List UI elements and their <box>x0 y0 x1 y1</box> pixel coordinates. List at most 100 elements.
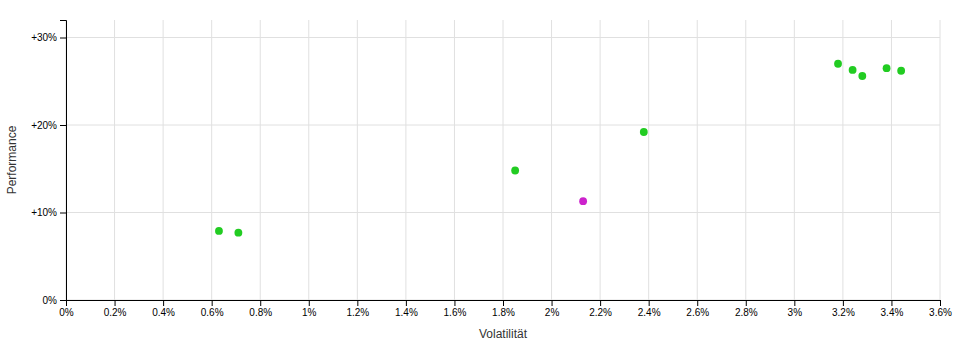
y-tick-mark <box>60 38 66 39</box>
x-tick: 1% <box>302 300 317 318</box>
x-tick: 1.6% <box>444 300 467 318</box>
x-tick-mark <box>600 300 601 306</box>
series <box>579 197 587 205</box>
x-tick-label: 1.6% <box>444 307 467 318</box>
x-tick-label: 0.6% <box>201 307 224 318</box>
x-tick-label: 3.2% <box>832 307 855 318</box>
x-tick-label: 0.4% <box>152 307 175 318</box>
y-tick-label: 0% <box>43 295 58 306</box>
x-grid-line <box>260 20 261 300</box>
x-tick-label: 3.4% <box>881 307 904 318</box>
x-tick-label: 2.4% <box>638 307 661 318</box>
x-grid-line <box>163 20 164 300</box>
x-tick-mark <box>503 300 504 306</box>
x-tick: 0.4% <box>152 300 175 318</box>
x-tick-mark <box>552 300 553 306</box>
y-tick-label: +30% <box>31 32 57 43</box>
x-tick: 2.8% <box>735 300 758 318</box>
x-tick-label: 0.8% <box>249 307 272 318</box>
x-tick-mark <box>454 300 455 306</box>
point <box>234 229 242 237</box>
x-tick-mark <box>357 300 358 306</box>
x-grid-line <box>308 20 309 300</box>
x-tick: 0.8% <box>249 300 272 318</box>
y-axis-title: Performance <box>5 125 19 194</box>
y-tick-mark <box>60 125 66 126</box>
y-grid-line <box>66 125 940 126</box>
x-tick-label: 2.6% <box>686 307 709 318</box>
x-tick: 3.2% <box>832 300 855 318</box>
x-grid-line <box>405 20 406 300</box>
x-tick: 2.4% <box>638 300 661 318</box>
x-tick-label: 2.2% <box>589 307 612 318</box>
x-tick: 1.8% <box>492 300 515 318</box>
point <box>897 67 905 75</box>
x-tick-label: 3% <box>788 307 803 318</box>
y-axis-line <box>60 21 67 301</box>
x-grid-line <box>454 20 455 300</box>
y-tick-label: +10% <box>31 207 57 218</box>
x-tick: 0% <box>59 300 74 318</box>
x-tick: 2.6% <box>686 300 709 318</box>
x-tick: 2.2% <box>589 300 612 318</box>
x-tick-label: 2.8% <box>735 307 758 318</box>
x-tick-mark <box>212 300 213 306</box>
x-tick-label: 1.2% <box>346 307 369 318</box>
x-tick-mark <box>309 300 310 306</box>
chart: 0%0.2%0.4%0.6%0.8%1%1.2%1.4%1.6%1.8%2%2.… <box>0 0 966 350</box>
point <box>640 128 648 136</box>
x-grid-line <box>940 20 941 300</box>
x-tick-mark <box>697 300 698 306</box>
x-grid-line <box>648 20 649 300</box>
x-tick-mark <box>843 300 844 306</box>
x-grid-line <box>745 20 746 300</box>
point <box>883 64 891 72</box>
x-grid-line <box>600 20 601 300</box>
x-tick-mark <box>940 300 941 306</box>
x-grid-line <box>891 20 892 300</box>
y-tick-mark <box>60 300 66 301</box>
x-tick-mark <box>746 300 747 306</box>
y-tick: +20% <box>31 120 66 131</box>
x-axis-line <box>67 301 941 307</box>
point <box>834 60 842 68</box>
x-tick-label: 1% <box>302 307 317 318</box>
x-grid-line <box>697 20 698 300</box>
x-grid-line <box>211 20 212 300</box>
x-tick-mark <box>406 300 407 306</box>
x-grid-line <box>357 20 358 300</box>
y-tick: 0% <box>43 295 66 306</box>
x-axis-title: Volatilität <box>479 327 528 341</box>
x-tick-mark <box>163 300 164 306</box>
x-tick-mark <box>649 300 650 306</box>
x-tick-mark <box>794 300 795 306</box>
points <box>215 60 905 237</box>
y-tick: +30% <box>31 32 66 43</box>
x-grid-line <box>842 20 843 300</box>
x-tick-label: 1.8% <box>492 307 515 318</box>
point <box>215 227 223 235</box>
x-tick-mark <box>115 300 116 306</box>
x-tick-mark <box>891 300 892 306</box>
point <box>579 197 587 205</box>
x-tick-label: 3.6% <box>929 307 952 318</box>
x-tick: 3.6% <box>929 300 952 318</box>
x-tick: 0.6% <box>201 300 224 318</box>
x-tick-label: 2% <box>545 307 560 318</box>
x-tick: 1.2% <box>346 300 369 318</box>
y-grid-line <box>66 212 940 213</box>
series <box>215 60 905 237</box>
x-grid-line <box>503 20 504 300</box>
x-tick-label: 0% <box>59 307 74 318</box>
x-grid-line <box>551 20 552 300</box>
x-axis: 0%0.2%0.4%0.6%0.8%1%1.2%1.4%1.6%1.8%2%2.… <box>59 300 952 318</box>
x-tick: 3.4% <box>881 300 904 318</box>
x-tick: 0.2% <box>104 300 127 318</box>
y-grid-line <box>66 37 940 38</box>
point <box>849 66 857 74</box>
x-tick-mark <box>260 300 261 306</box>
y-tick: +10% <box>31 207 66 218</box>
x-grid-line <box>794 20 795 300</box>
y-tick-label: +20% <box>31 120 57 131</box>
x-tick-label: 0.2% <box>104 307 127 318</box>
